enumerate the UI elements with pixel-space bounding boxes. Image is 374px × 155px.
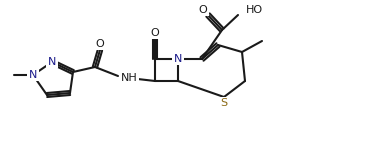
Text: N: N [174, 54, 182, 64]
Text: O: O [151, 28, 159, 38]
Text: O: O [199, 5, 207, 15]
Text: N: N [29, 70, 37, 80]
Text: O: O [96, 39, 104, 49]
Text: S: S [220, 98, 227, 108]
Text: NH: NH [121, 73, 138, 83]
Text: HO: HO [246, 5, 263, 15]
Text: N: N [48, 57, 56, 67]
